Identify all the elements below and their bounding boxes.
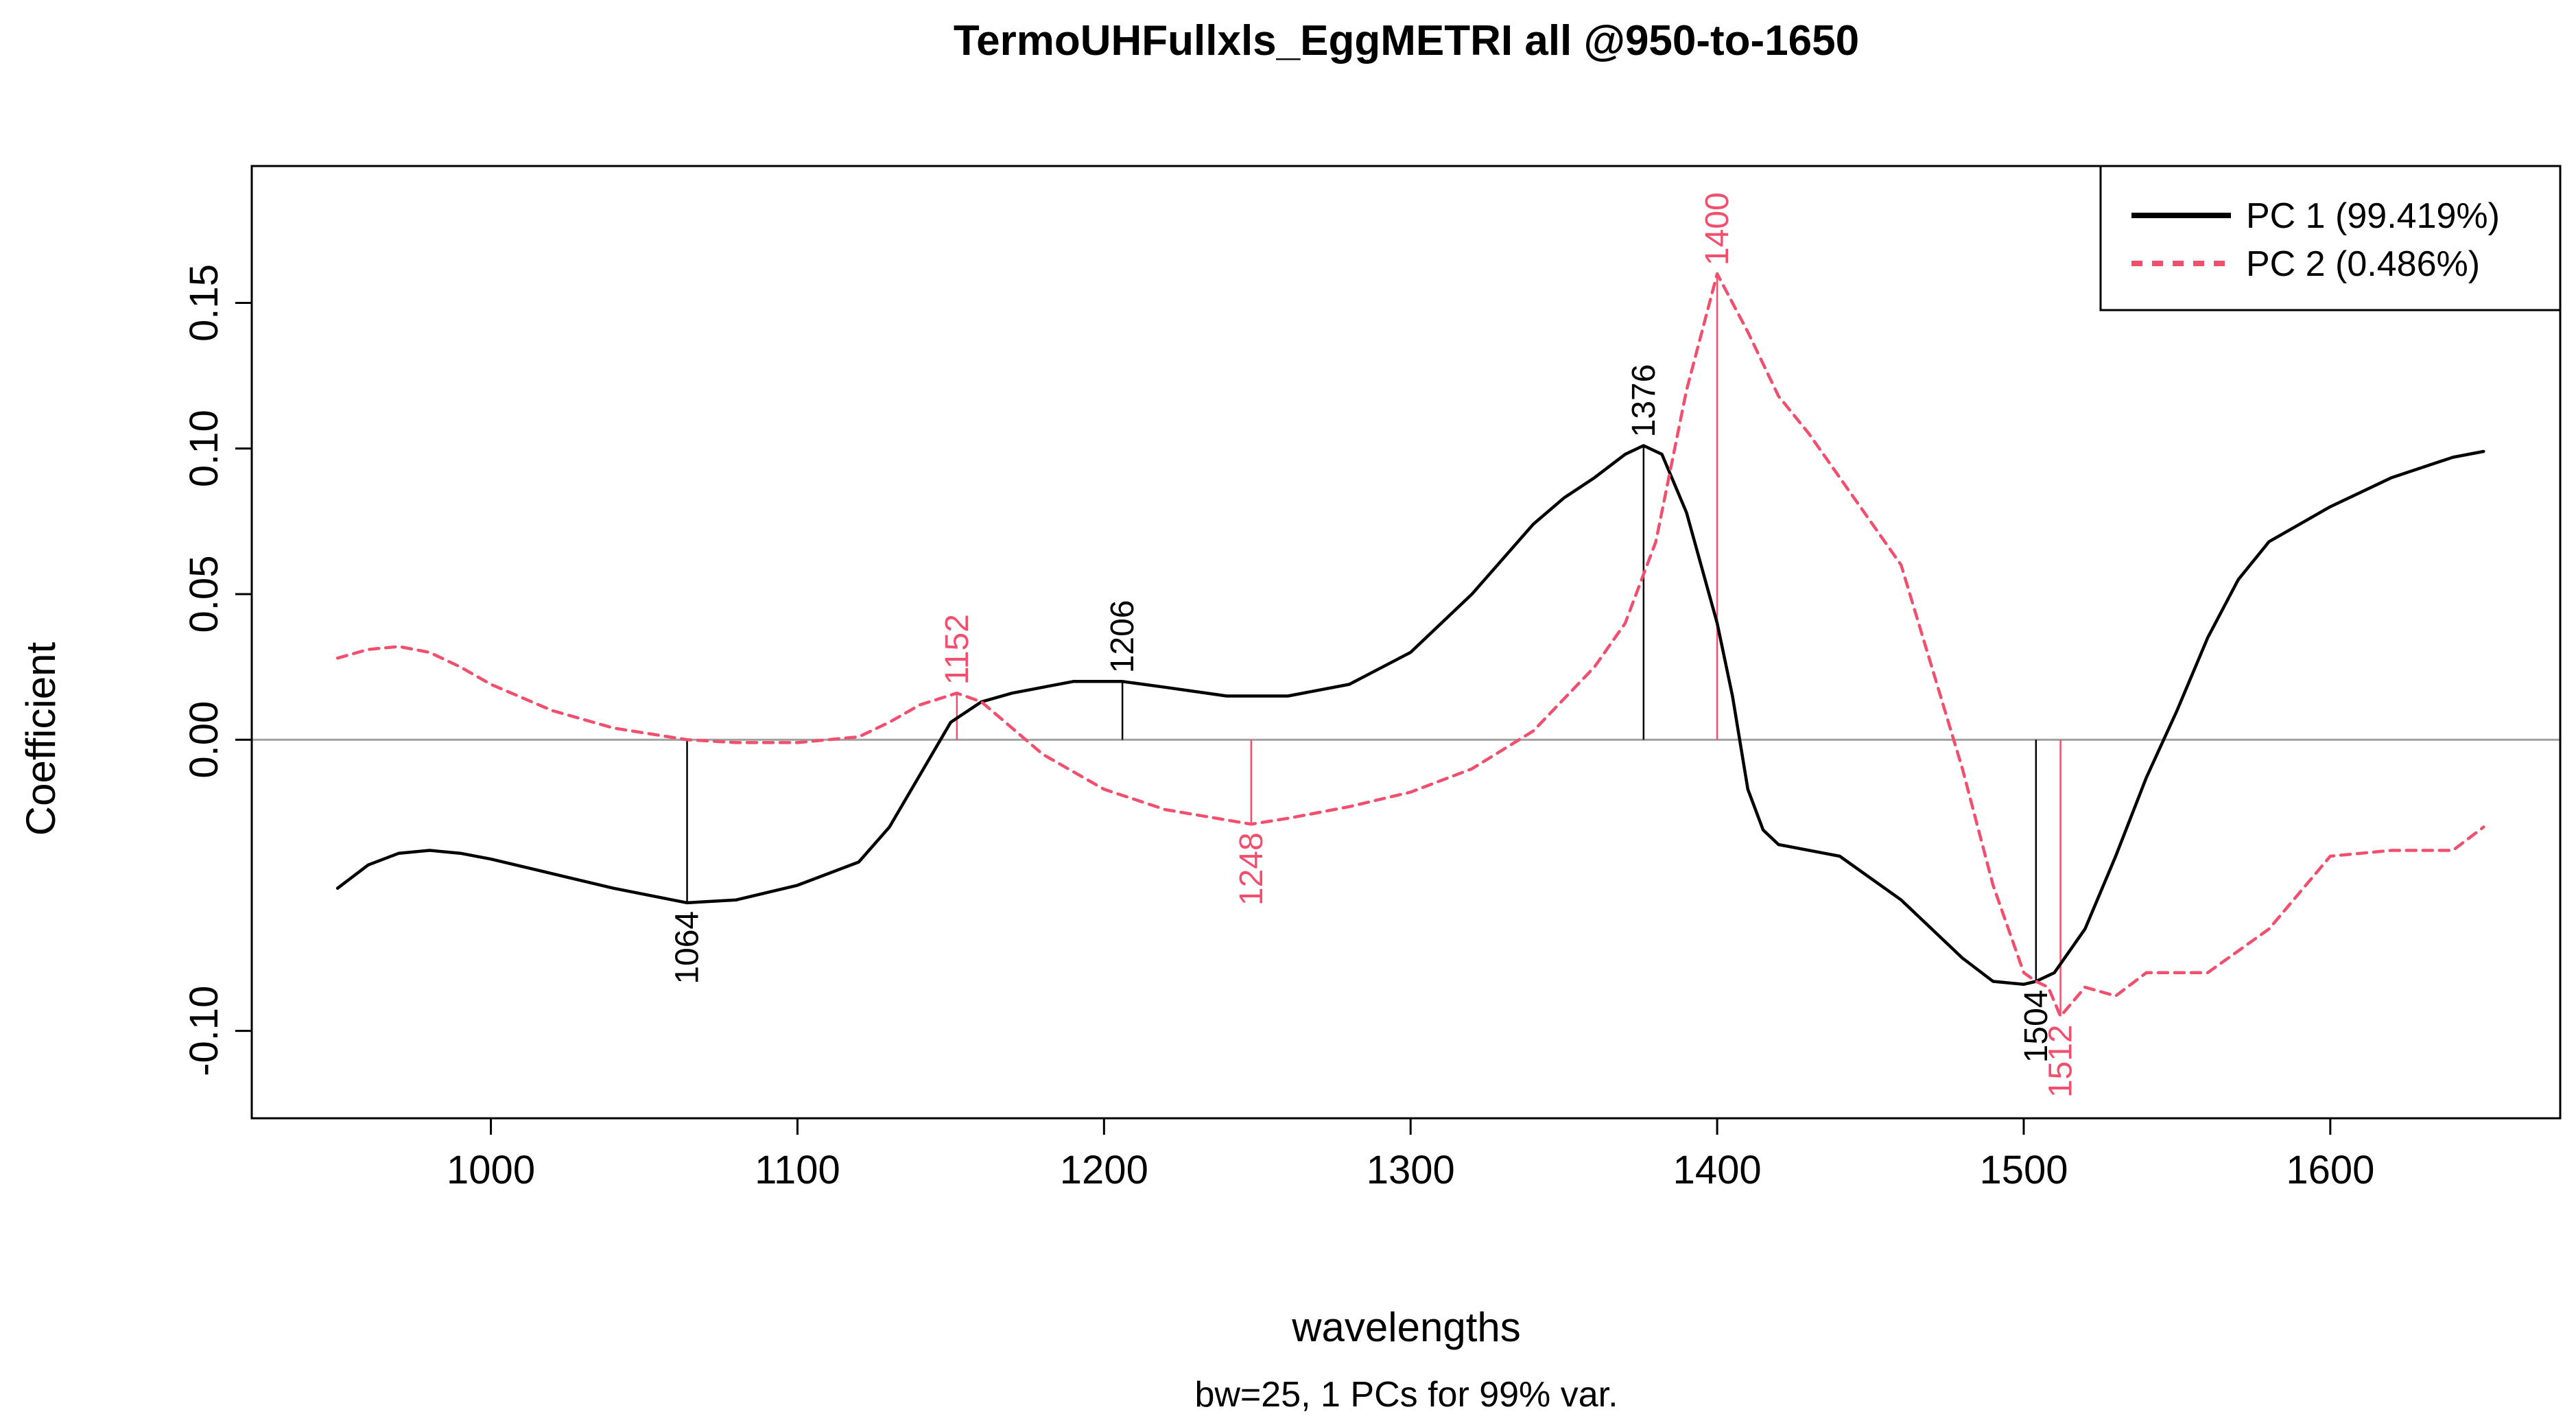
- y-tick-label: -0.10: [182, 986, 226, 1076]
- legend-box: [2099, 165, 2562, 311]
- x-tick-label: 1500: [1979, 1148, 2068, 1192]
- peak-label: 1152: [939, 614, 976, 685]
- chart-title: TermoUHFullxls_EggMETRI all @950-to-1650: [954, 17, 1859, 64]
- chart-subtitle: bw=25, 1 PCs for 99% var.: [1194, 1375, 1618, 1415]
- x-tick-label: 1200: [1060, 1148, 1148, 1192]
- x-axis-title: wavelengths: [1291, 1304, 1521, 1350]
- y-tick-label: 0.10: [182, 410, 226, 487]
- y-tick-label: 0.00: [182, 701, 226, 779]
- x-tick-label: 1000: [447, 1148, 535, 1192]
- peak-label: 1376: [1626, 364, 1662, 438]
- y-axis-title: Coefficient: [18, 641, 64, 836]
- y-tick-label: 0.15: [182, 264, 226, 342]
- series-line-pc2: [335, 272, 2485, 1018]
- legend: PC 1 (99.419%) PC 2 (0.486%): [2099, 165, 2562, 311]
- legend-label-pc2: PC 2 (0.486%): [2246, 244, 2480, 284]
- x-tick-label: 1100: [755, 1148, 840, 1192]
- plot-area: 1064 1206 1376 1504 1152 1248 1400 1512 1000 1100…: [182, 165, 2562, 1192]
- peak-label: 1064: [670, 911, 706, 984]
- peak-label: 1400: [1699, 192, 1736, 266]
- x-tick-label: 1600: [2286, 1148, 2374, 1192]
- series-line-pc1: [335, 444, 2485, 986]
- peak-label: 1504: [2018, 990, 2055, 1063]
- x-tick-label: 1400: [1673, 1148, 1762, 1192]
- peak-label: 1206: [1104, 600, 1141, 674]
- peak-label: 1248: [1233, 832, 1270, 906]
- y-tick-label: 0.05: [182, 556, 226, 633]
- plot-frame: [250, 165, 2562, 1120]
- peak-label: 1512: [2043, 1024, 2079, 1098]
- legend-label-pc1: PC 1 (99.419%): [2246, 196, 2500, 236]
- x-tick-label: 1300: [1367, 1148, 1455, 1192]
